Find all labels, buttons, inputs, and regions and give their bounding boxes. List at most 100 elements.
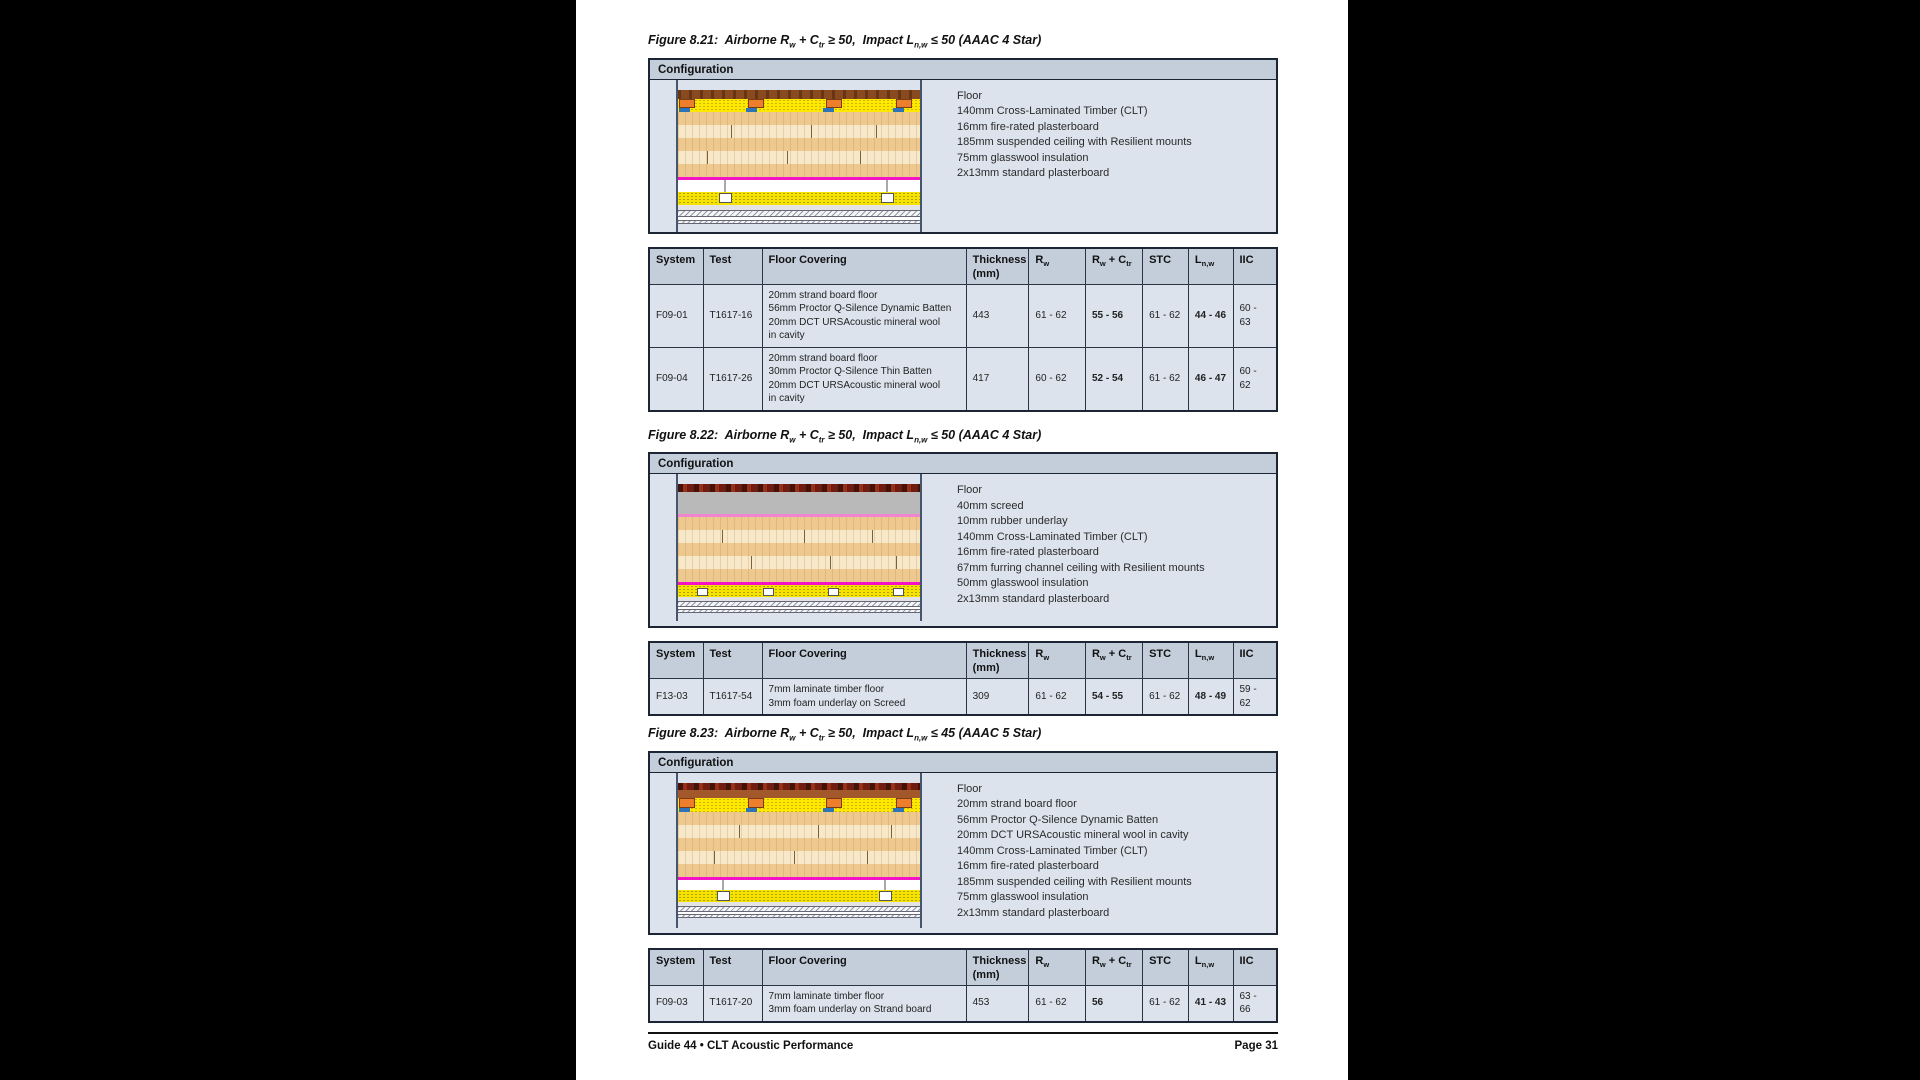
- col-header-rw: Rw: [1028, 641, 1086, 679]
- batten: [748, 98, 765, 108]
- col-header-floor-covering: Floor Covering: [761, 948, 967, 986]
- header-text: + C: [1105, 954, 1127, 967]
- header-subscript: w: [1043, 653, 1050, 663]
- cell-rw-ctr: 54 - 55: [1084, 678, 1144, 716]
- col-header-test: Test: [702, 247, 763, 285]
- layer-rubber-underlay: [678, 514, 920, 517]
- resilient-mount: [718, 192, 732, 203]
- batten-clip: [679, 107, 690, 112]
- col-header-system: System: [648, 247, 704, 285]
- col-header-lnw: Ln,w: [1187, 247, 1234, 285]
- col-header-iic: IIC: [1232, 247, 1278, 285]
- page-footer: Guide 44 • CLT Acoustic Performance Page…: [648, 1031, 1278, 1052]
- config-line: 2x13mm standard plasterboard: [957, 906, 1110, 919]
- batten: [825, 98, 842, 108]
- figure-8-23-title: Figure 8.23: Airborne Rw + Ctr ≥ 50, Imp…: [648, 726, 1278, 743]
- batten: [679, 98, 695, 108]
- cell-test: T1617-54: [702, 678, 763, 716]
- document-page: Figure 8.21: Airborne Rw + Ctr ≥ 50, Imp…: [576, 0, 1348, 1080]
- layer-battens-mineral-wool: [678, 797, 920, 812]
- layer-ceiling-cavity: [678, 179, 920, 192]
- header-text: R: [1091, 954, 1100, 967]
- cell-lnw: 41 - 43: [1187, 984, 1234, 1022]
- col-header-rw-ctr: Rw + Ctr: [1084, 641, 1144, 679]
- table-row: F13-03 T1617-54 7mm laminate timber floo…: [648, 678, 1278, 716]
- floor-covering-line: in cavity: [768, 330, 805, 341]
- col-header-stc: STC: [1142, 948, 1189, 986]
- col-header-iic: IIC: [1232, 948, 1278, 986]
- cell-stc: 61 - 62: [1142, 283, 1189, 348]
- footer-guide-title: Guide 44 • CLT Acoustic Performance: [648, 1039, 854, 1052]
- table-row: F09-04 T1617-26 20mm strand board floor …: [648, 346, 1278, 411]
- header-text: R: [1035, 954, 1044, 967]
- floor-covering-line: 20mm strand board floor: [768, 352, 878, 364]
- cell-stc: 61 - 62: [1142, 678, 1189, 716]
- configuration-panel-8-22: Configuration: [648, 452, 1278, 628]
- configuration-panel-header: Configuration: [650, 752, 1276, 773]
- config-line: 140mm Cross-Laminated Timber (CLT): [957, 105, 1148, 117]
- header-text: Thickness: [972, 954, 1027, 967]
- performance-table-8-22: System Test Floor Covering Thickness (mm)…: [648, 641, 1278, 716]
- header-subscript: w: [1099, 653, 1106, 663]
- performance-table-8-23: System Test Floor Covering Thickness (mm)…: [648, 947, 1278, 1023]
- batten: [895, 797, 912, 808]
- layer-plasterboard-2: [678, 609, 920, 613]
- config-line: Floor: [957, 484, 983, 496]
- title-text: ≤ 45 (AAAC 5 Star): [927, 726, 1042, 740]
- resilient-mount: [716, 890, 730, 901]
- batten: [748, 797, 765, 808]
- furring-channel-mount: [828, 588, 840, 596]
- cell-system: F09-03: [648, 984, 704, 1022]
- layer-plasterboard-2: [678, 219, 920, 224]
- config-line: 50mm glasswool insulation: [957, 577, 1089, 589]
- config-line: 16mm fire-rated plasterboard: [957, 120, 1099, 133]
- cell-lnw: 46 - 47: [1187, 346, 1234, 411]
- table-header-row: System Test Floor Covering Thickness (mm)…: [648, 641, 1278, 679]
- layer-laminate-floor: [678, 484, 920, 492]
- table-header-row: System Test Floor Covering Thickness (mm)…: [648, 247, 1278, 285]
- floor-covering-line: in cavity: [768, 393, 805, 404]
- floor-section-diagram-8-21: [676, 79, 922, 232]
- figure-8-22-title: Figure 8.22: Airborne Rw + Ctr ≥ 50, Imp…: [648, 428, 1278, 445]
- config-line: Floor: [957, 782, 983, 795]
- header-subscript: tr: [1126, 258, 1132, 268]
- resilient-mount: [878, 890, 892, 901]
- col-header-thickness: Thickness (mm): [965, 641, 1030, 679]
- col-header-stc: STC: [1142, 641, 1189, 679]
- header-text: + C: [1105, 648, 1127, 660]
- furring-channel-mount: [893, 588, 905, 596]
- layer-furring-gap: [678, 901, 920, 906]
- layer-gap: [678, 911, 920, 914]
- configuration-description-8-23: Floor 20mm strand board floor 56mm Proct…: [957, 773, 1192, 922]
- config-line: 20mm DCT URSAcoustic mineral wool in cav…: [957, 829, 1189, 841]
- col-header-test: Test: [702, 948, 763, 986]
- layer-clt-timber: [678, 517, 920, 582]
- cell-system: F09-04: [648, 346, 704, 411]
- header-text: R: [1035, 648, 1044, 660]
- header-subscript: n,w: [1201, 653, 1215, 663]
- floor-section-diagram-8-22: [676, 474, 922, 621]
- header-text: R: [1091, 648, 1100, 660]
- cell-iic: 63 - 66: [1232, 984, 1278, 1022]
- title-subscript: tr: [818, 40, 825, 50]
- header-text: + C: [1105, 253, 1127, 266]
- section-cut-line: [920, 79, 922, 232]
- cell-stc: 61 - 62: [1142, 346, 1189, 411]
- title-text: + C: [795, 427, 819, 442]
- cell-rw-ctr: 55 - 56: [1084, 283, 1144, 348]
- col-header-thickness: Thickness (mm): [965, 247, 1030, 285]
- config-line: 20mm strand board floor: [957, 798, 1077, 810]
- col-header-rw: Rw: [1028, 247, 1086, 285]
- header-subscript: n,w: [1201, 959, 1215, 969]
- configuration-panel-8-21: Configuration: [648, 57, 1278, 234]
- title-subscript: n,w: [914, 435, 928, 444]
- title-text: ≥ 50, Impact L: [824, 33, 915, 47]
- table-row: F09-01 T1617-16 20mm strand board floor …: [648, 283, 1278, 348]
- config-line: 140mm Cross-Laminated Timber (CLT): [957, 844, 1148, 857]
- config-line: 67mm furring channel ceiling with Resili…: [957, 561, 1205, 574]
- cell-floor-covering: 7mm laminate timber floor 3mm foam under…: [761, 678, 967, 716]
- cell-iic: 59 - 62: [1232, 678, 1278, 716]
- header-text: R: [1035, 253, 1044, 266]
- batten: [679, 797, 695, 808]
- header-subscript: w: [1043, 959, 1050, 969]
